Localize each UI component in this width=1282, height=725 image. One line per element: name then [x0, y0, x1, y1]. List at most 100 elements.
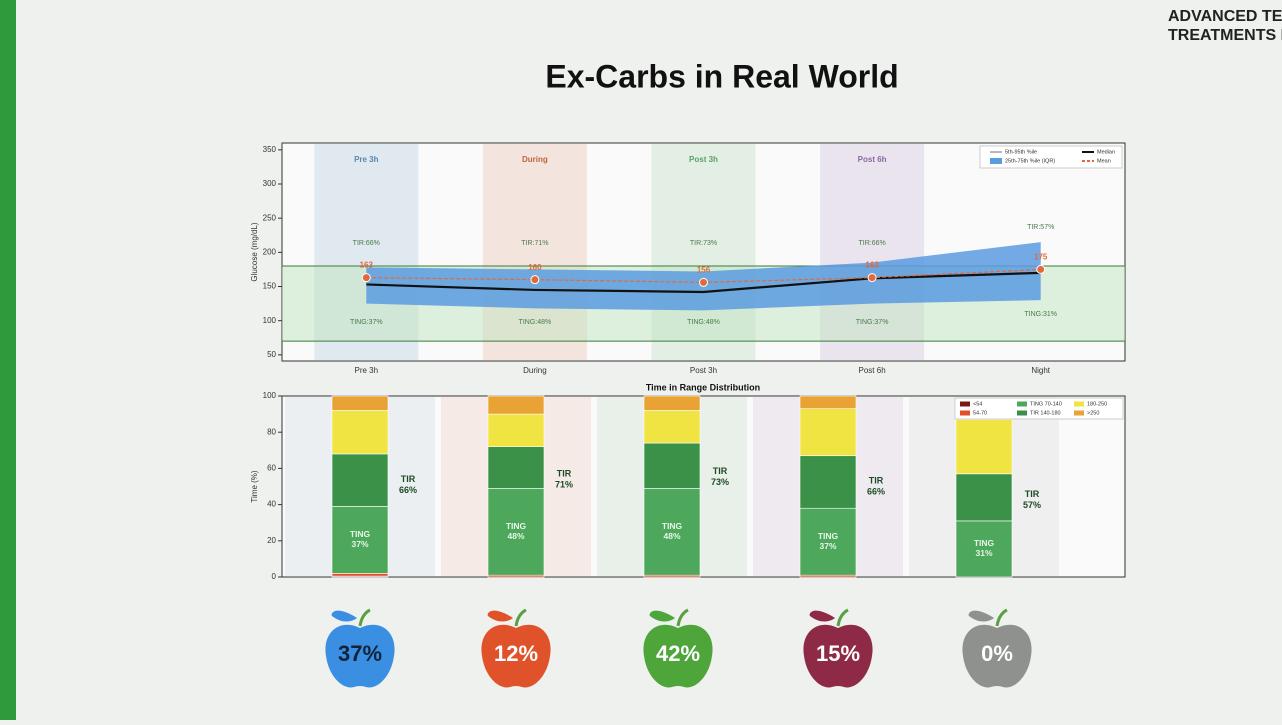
x-tick-label: During [523, 366, 547, 375]
y-tick-label: 100 [263, 316, 277, 325]
x-tick-label: Pre 3h [355, 366, 379, 375]
bar-segment [331, 410, 389, 455]
tir-annotation: TIR:73% [690, 240, 717, 247]
bar-segment [487, 395, 545, 415]
ting-label: TING [350, 529, 371, 539]
ting-label: TING [818, 531, 839, 541]
legend-label: Median [1097, 149, 1115, 155]
tir-label: 71% [555, 480, 573, 490]
tir-annotation: TIR:66% [858, 240, 885, 247]
ting-annotation: TING:48% [687, 319, 720, 326]
y-tick-label: 60 [267, 464, 276, 473]
side-strip [0, 0, 16, 720]
tir-label: 57% [1023, 500, 1041, 510]
bar-segment [487, 488, 545, 576]
data-label: 163 [360, 261, 374, 270]
logo-line: TREATMENTS F [1168, 27, 1282, 44]
mean-marker [530, 275, 540, 285]
y-tick-label: 0 [272, 572, 277, 581]
apple-body [803, 624, 873, 688]
apple-stem [836, 608, 849, 627]
apple-body [962, 624, 1032, 688]
apple-leaf [331, 610, 357, 622]
legend-swatch [960, 410, 970, 416]
tir-label: TIR [557, 469, 572, 479]
apple-label: 42% [656, 641, 700, 666]
bar-segment [331, 506, 389, 574]
bar-segment [331, 395, 389, 411]
mean-marker [361, 273, 371, 283]
legend-swatch [1074, 401, 1084, 407]
data-label: 163 [865, 261, 879, 270]
bar-segment [799, 507, 857, 576]
tir-label: TIR [869, 475, 884, 485]
data-label: 156 [697, 266, 711, 275]
data-label: 160 [528, 263, 542, 272]
bar-segment [643, 410, 701, 444]
phase-label: Post 3h [689, 155, 718, 164]
apple-label: 0% [981, 641, 1013, 666]
x-tick-label: Post 3h [690, 366, 717, 375]
bar-segment [955, 473, 1013, 522]
bar-segment [799, 395, 857, 409]
ting-label: TING [662, 521, 683, 531]
bar-segment [643, 442, 701, 489]
data-label: 175 [1034, 253, 1048, 262]
apple-leaf [809, 610, 835, 622]
mean-marker [699, 277, 708, 287]
apple-label: 15% [816, 641, 860, 666]
chart-title: Time in Range Distribution [646, 382, 760, 392]
tir-label: 73% [711, 477, 729, 487]
tir-annotation: TIR:66% [353, 240, 380, 247]
legend-swatch [960, 401, 970, 407]
x-tick-label: Post 6h [859, 366, 886, 375]
phase-label: During [522, 155, 548, 164]
bar-segment [487, 413, 545, 447]
bar-segment [643, 395, 701, 411]
bar-segment [799, 455, 857, 509]
y-tick-label: 350 [263, 145, 277, 154]
logo-line: ADVANCED TEC [1168, 8, 1282, 25]
y-axis-label: Time (%) [250, 470, 259, 502]
ting-label: TING [506, 521, 527, 531]
apple-body [643, 624, 713, 688]
apple-leaf [487, 610, 513, 622]
y-tick-label: 150 [263, 282, 277, 291]
legend-label: 25th-75th %ile (IQR) [1005, 158, 1055, 164]
ting-label: 37% [819, 541, 836, 551]
y-tick-label: 50 [267, 350, 276, 359]
legend-label: 54-70 [973, 410, 987, 416]
y-tick-label: 20 [267, 536, 276, 545]
ting-label: 31% [975, 548, 992, 558]
legend-label: 5th-95th %ile [1005, 149, 1037, 155]
ting-label: 48% [663, 531, 680, 541]
apple-label: 12% [494, 641, 538, 666]
tir-annotation: TIR:57% [1027, 224, 1054, 231]
y-axis-label: Glucose (mg/dL) [250, 222, 259, 281]
ting-annotation: TING:37% [856, 319, 889, 326]
phase-label: Pre 3h [354, 155, 379, 164]
phase-label: Post 6h [858, 155, 887, 164]
bar-segment [487, 446, 545, 489]
y-tick-label: 200 [263, 247, 277, 256]
apple-stem [676, 608, 689, 627]
apple-stem [514, 608, 527, 627]
ting-label: TING [974, 538, 995, 548]
bar-segment [955, 520, 1013, 578]
legend-swatch [1074, 410, 1084, 416]
legend-swatch [990, 158, 1002, 164]
bar-segment [799, 408, 857, 457]
y-tick-label: 40 [267, 500, 276, 509]
apple-stem [358, 608, 371, 627]
y-tick-label: 80 [267, 427, 276, 436]
apple-leaf [649, 610, 675, 622]
tir-label: TIR [713, 466, 728, 476]
legend-swatch [1017, 401, 1027, 407]
tir-label: TIR [401, 474, 416, 484]
ting-label: 37% [351, 539, 368, 549]
bar-segment [955, 419, 1013, 475]
bar-segment [643, 488, 701, 576]
apple-leaf [968, 610, 994, 622]
